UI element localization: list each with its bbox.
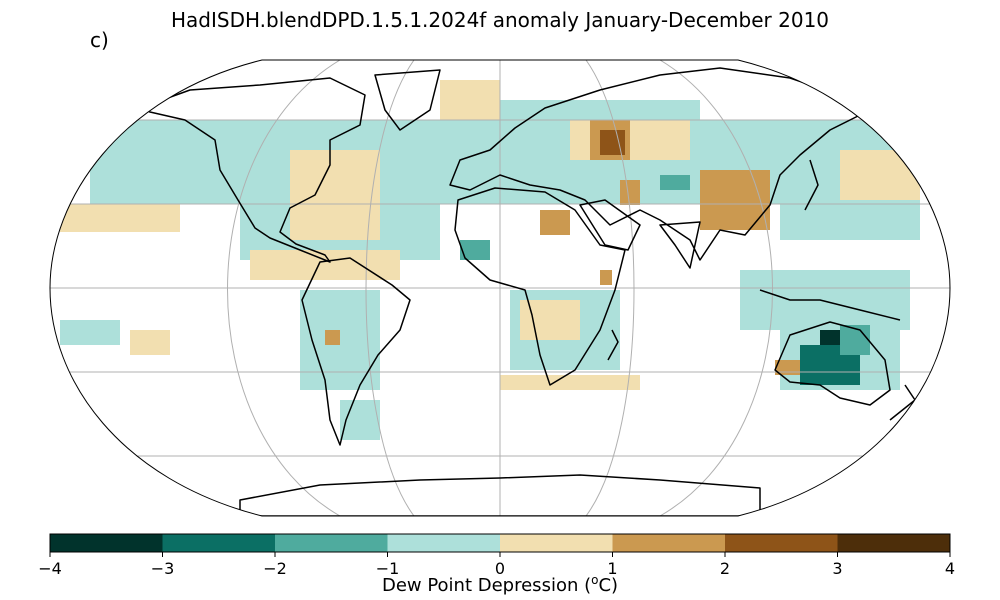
colorbar-label: Dew Point Depression (oC)	[381, 573, 619, 596]
colorbar-tick-label: −1	[376, 559, 400, 578]
colorbar-tick-label: −4	[38, 559, 62, 578]
colorbar-swatch	[500, 534, 613, 552]
grid-cell	[775, 360, 800, 375]
colorbar-tick-label: 2	[720, 559, 730, 578]
colorbar-swatch	[162, 534, 275, 552]
anomaly-grid	[50, 60, 950, 516]
panel-label: c)	[90, 28, 109, 52]
colorbar-swatch	[50, 534, 163, 552]
colorbar-tick-label: 1	[607, 559, 617, 578]
colorbar-tick-label: 4	[945, 559, 955, 578]
map-title: HadISDH.blendDPD.1.5.1.2024f anomaly Jan…	[170, 8, 830, 32]
world-map	[49, 59, 951, 517]
colorbar-tick-label: −2	[263, 559, 287, 578]
grid-cell	[130, 330, 170, 355]
map-outline	[49, 59, 951, 517]
grid-cell	[290, 150, 380, 240]
colorbar-tick-label: 3	[832, 559, 842, 578]
grid-cell	[840, 325, 870, 355]
coastlines	[139, 67, 916, 516]
grid-cell	[440, 80, 500, 120]
grid-cell	[600, 270, 612, 285]
colorbar-swatch	[612, 534, 725, 552]
graticule	[50, 60, 950, 516]
grid-cell	[60, 204, 180, 232]
grid-cell	[460, 240, 490, 260]
colorbar-swatch	[837, 534, 950, 552]
colorbar-tick-label: −3	[151, 559, 175, 578]
colorbar-tick-label: 0	[495, 559, 505, 578]
grid-cell	[620, 180, 640, 205]
colorbar-swatch	[275, 534, 388, 552]
grid-cell	[325, 330, 340, 345]
grid-cell	[780, 200, 920, 240]
grid-cell	[540, 210, 570, 235]
colorbar-swatch	[725, 534, 838, 552]
colorbar-swatch	[387, 534, 500, 552]
grid-cell	[820, 330, 845, 345]
grid-cell	[500, 375, 640, 390]
grid-cell	[660, 175, 690, 190]
grid-cell	[60, 320, 120, 345]
